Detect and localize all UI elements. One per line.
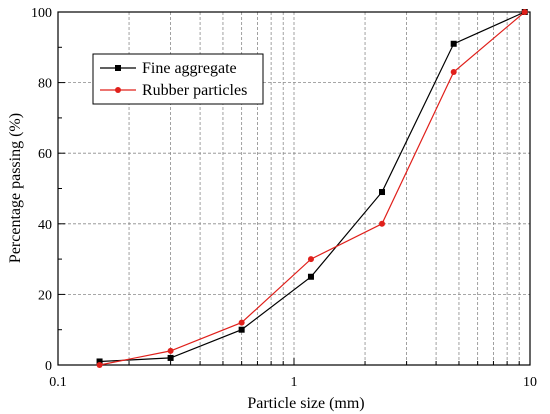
- y-tick-label: 20: [38, 288, 52, 303]
- y-tick-label: 80: [38, 77, 52, 92]
- data-point-square: [379, 189, 386, 196]
- series-layer: [96, 9, 528, 368]
- data-point-circle: [379, 220, 386, 227]
- data-point-circle: [96, 362, 103, 368]
- y-tick-label: 100: [31, 6, 52, 21]
- data-point-circle: [307, 256, 314, 263]
- data-point-square: [167, 354, 174, 361]
- x-tick-label: 1: [291, 375, 298, 390]
- data-point-circle: [115, 87, 121, 93]
- data-point-circle: [167, 347, 174, 354]
- data-point-circle: [238, 319, 245, 326]
- data-point-square: [96, 358, 103, 365]
- x-axis-title: Particle size (mm): [247, 395, 364, 412]
- legend-label: Fine aggregate: [142, 60, 237, 77]
- data-point-square: [115, 65, 121, 71]
- data-point-circle: [450, 69, 457, 76]
- y-axis-title: Percentage passing (%): [7, 113, 24, 263]
- data-point-square: [238, 326, 245, 333]
- data-point-square: [450, 40, 457, 47]
- data-point-circle: [521, 9, 528, 15]
- y-tick-label: 60: [38, 147, 52, 162]
- y-tick-label: 40: [38, 218, 52, 233]
- grid-layer: [58, 12, 530, 365]
- y-tick-label: 0: [45, 359, 52, 374]
- series-1: [96, 9, 528, 368]
- data-point-square: [307, 273, 314, 280]
- legend-label: Rubber particles: [142, 82, 247, 99]
- legend: Fine aggregate Rubber particles: [92, 53, 264, 105]
- legend-box: [92, 53, 264, 105]
- x-tick-label: 0.1: [49, 375, 67, 390]
- x-tick-label: 10: [523, 375, 537, 390]
